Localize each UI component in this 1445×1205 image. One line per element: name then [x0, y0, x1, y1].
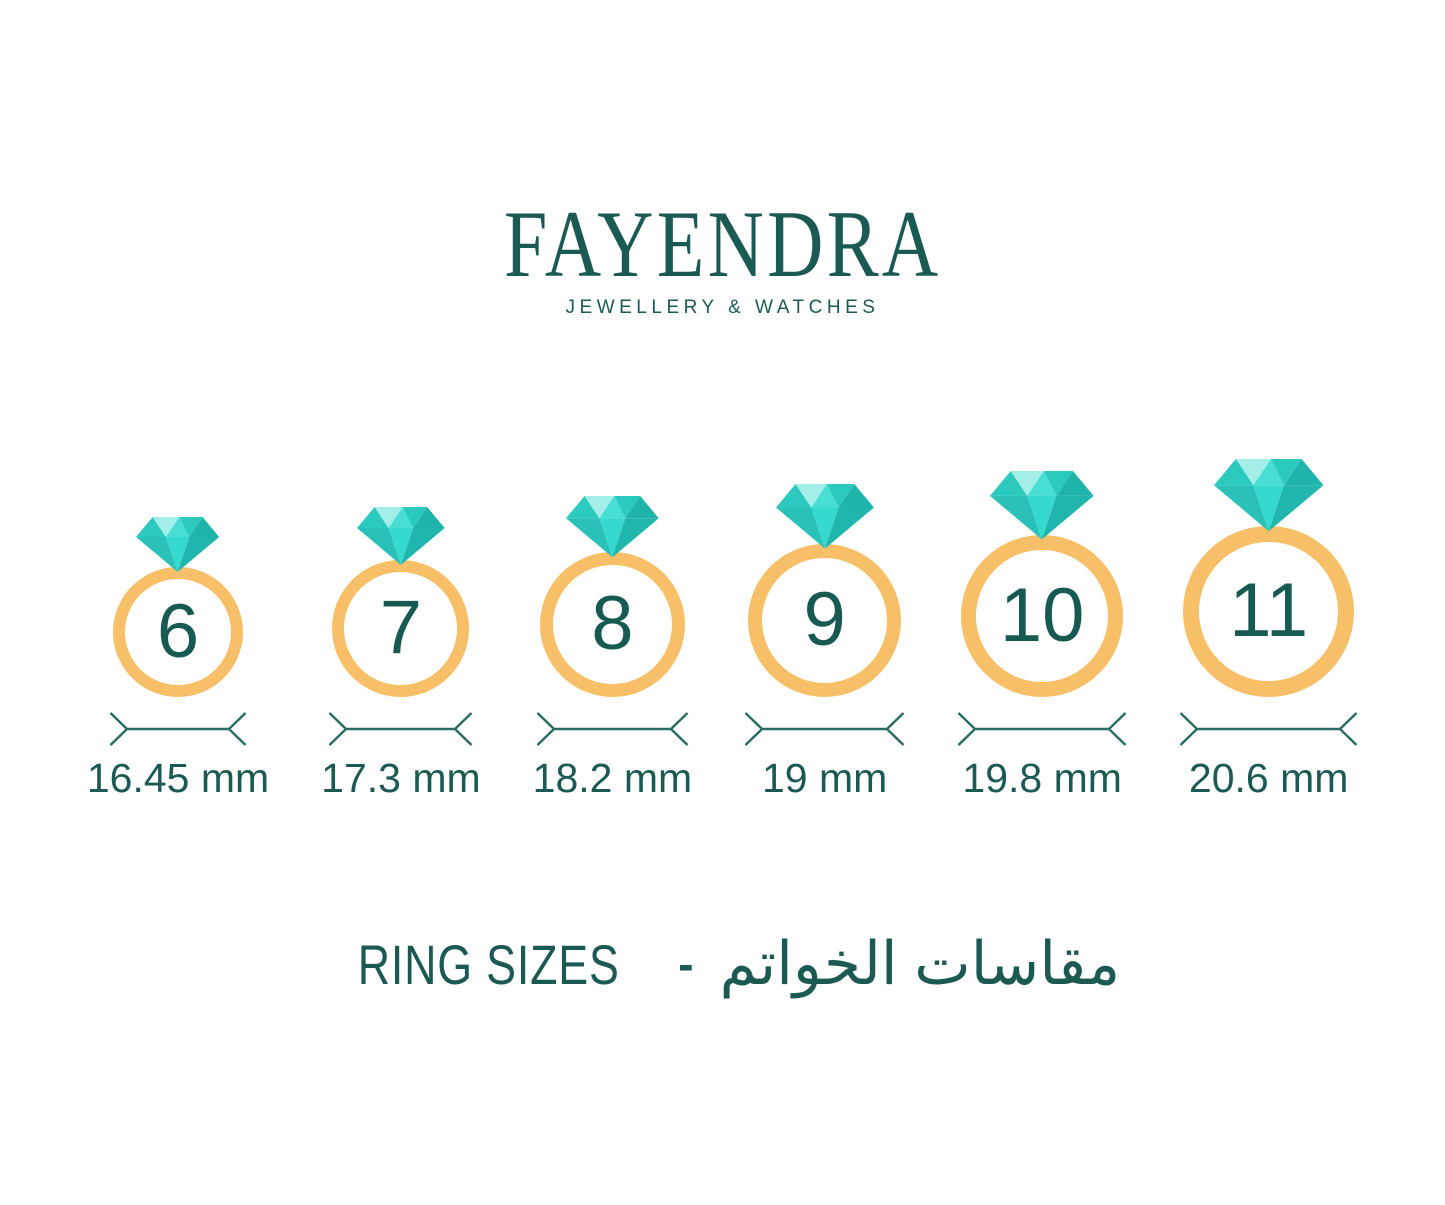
ring-diameter-label: 20.6 mm	[1188, 754, 1349, 801]
ring-band: 7	[332, 559, 470, 697]
ring-size-item: 6 16.45 mm	[87, 517, 269, 801]
diamond-icon	[990, 471, 1094, 540]
ring-size-item: 9 19 mm	[744, 484, 905, 801]
ring-band: 11	[1183, 525, 1355, 697]
brand-logo: FAYENDRA	[503, 191, 942, 297]
ring-figure: 8	[539, 495, 685, 697]
diamond-icon	[566, 495, 659, 557]
brand-header: FAYENDRA JEWELLERY & WATCHES	[0, 191, 1445, 319]
ring-figure: 10	[961, 471, 1124, 697]
dimension-arrow	[744, 712, 905, 746]
diamond-icon	[136, 517, 220, 572]
ring-size-row: 6 16.45 mm	[0, 458, 1445, 801]
diamond-icon	[1213, 458, 1324, 531]
ring-figure: 6	[113, 517, 243, 697]
dimension-arrow	[957, 712, 1127, 746]
ring-size-number: 10	[999, 572, 1085, 658]
dimension-arrow	[329, 712, 473, 746]
ring-size-number: 7	[379, 585, 423, 671]
ring-band: 6	[113, 566, 243, 697]
ring-size-number: 8	[591, 581, 634, 667]
diamond-icon	[775, 484, 874, 549]
diamond-icon	[357, 507, 445, 565]
ring-band: 10	[961, 534, 1124, 697]
ring-size-item: 8 18.2 mm	[532, 495, 693, 801]
ring-band: 8	[539, 551, 685, 697]
dimension-arrow	[1179, 712, 1358, 746]
brand-tagline: JEWELLERY & WATCHES	[565, 297, 880, 319]
ring-diameter-label: 19.8 mm	[962, 754, 1122, 801]
ring-diameter-label: 18.2 mm	[532, 754, 693, 801]
dimension-arrow	[536, 712, 689, 746]
title-separator: -	[678, 938, 694, 990]
ring-diameter-label: 16.45 mm	[86, 754, 270, 801]
ring-diameter-label: 17.3 mm	[321, 754, 481, 801]
dimension-arrow	[109, 712, 247, 746]
ring-figure: 11	[1183, 458, 1355, 697]
chart-title-ar: مقاسات الخواتم	[719, 930, 1121, 997]
ring-size-number: 6	[156, 588, 200, 674]
ring-size-number: 9	[803, 577, 846, 663]
ring-size-item: 10 19.8 mm	[957, 471, 1127, 801]
ring-size-number: 11	[1229, 568, 1309, 654]
ring-size-item: 7 17.3 mm	[321, 507, 481, 801]
chart-title-en: RING SIZES	[357, 932, 620, 996]
ring-diameter-label: 19 mm	[762, 754, 888, 801]
ring-figure: 7	[332, 507, 470, 697]
ring-figure: 9	[748, 484, 902, 697]
ring-size-item: 11 20.6 mm	[1179, 458, 1358, 801]
chart-title: RING SIZES - مقاسات الخواتم	[0, 928, 1445, 1000]
ring-band: 9	[748, 543, 902, 697]
